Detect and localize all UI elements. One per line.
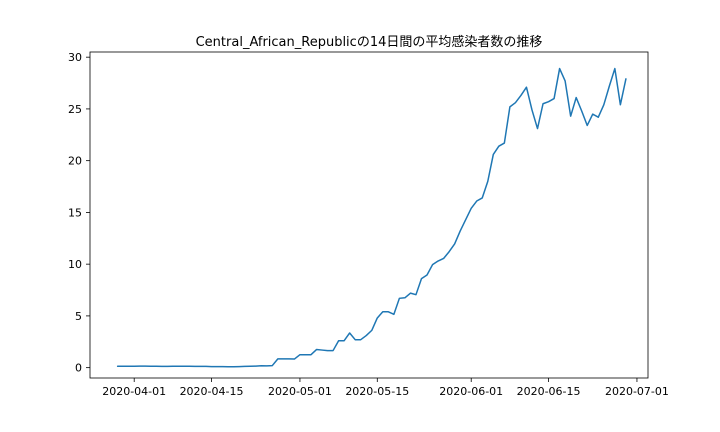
y-tick-label: 15 (68, 206, 82, 219)
y-tick-label: 5 (75, 310, 82, 323)
y-tick-label: 30 (68, 51, 82, 64)
x-tick-label: 2020-06-01 (439, 385, 503, 398)
plot-area: 2020-04-01 2020-04-15 2020-05-01 2020-05-15… (68, 51, 669, 398)
plot-frame (89, 51, 649, 379)
series-group (116, 67, 627, 368)
x-axis: 2020-04-01 2020-04-15 2020-05-01 2020-05-15… (102, 378, 669, 398)
y-tick-label: 20 (68, 155, 82, 168)
chart-title: Central_African_Republicの14日間の平均感染者数の推移 (196, 34, 543, 50)
y-tick-label: 10 (68, 258, 82, 271)
x-tick-label: 2020-06-15 (517, 385, 581, 398)
y-tick-label: 25 (68, 103, 82, 116)
x-tick-label: 2020-04-15 (180, 385, 244, 398)
x-tick-label: 2020-07-01 (605, 385, 669, 398)
y-tick-label: 0 (75, 362, 82, 375)
x-tick-label: 2020-05-01 (268, 385, 332, 398)
x-tick-label: 2020-04-01 (102, 385, 166, 398)
y-axis: 0 5 10 15 20 25 30 (68, 51, 90, 375)
series-line (116, 67, 627, 368)
x-tick-label: 2020-05-15 (345, 385, 409, 398)
